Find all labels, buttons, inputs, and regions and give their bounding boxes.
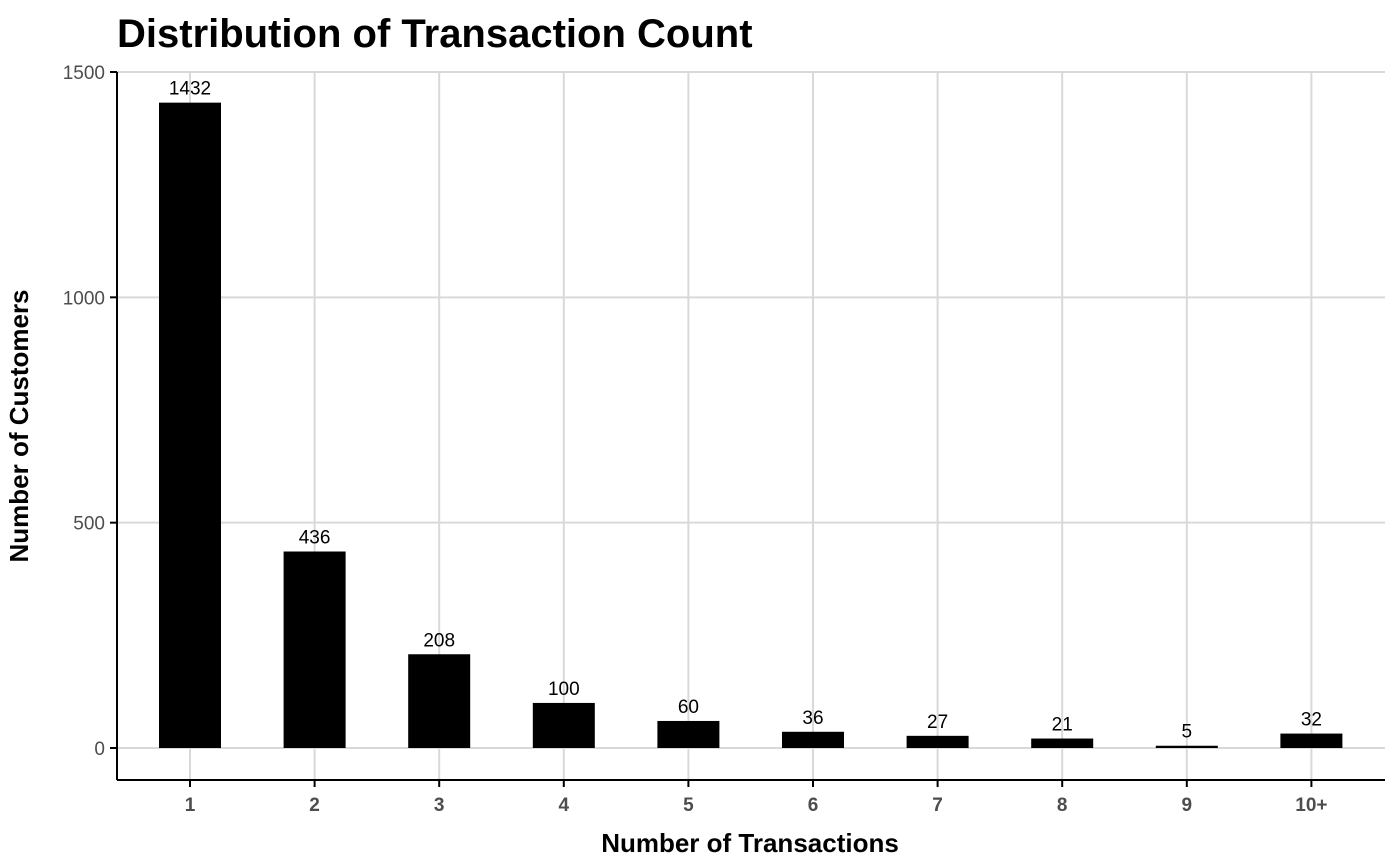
data-label-7: 27 — [927, 712, 948, 733]
chart-title: Distribution of Transaction Count — [117, 12, 753, 56]
x-tick-label-2: 2 — [309, 795, 320, 816]
y-axis-title: Number of Customers — [4, 289, 34, 562]
bar-3 — [408, 654, 471, 748]
x-tick-label-7: 7 — [932, 795, 943, 816]
data-label-8: 21 — [1052, 715, 1073, 736]
bar-1 — [159, 102, 221, 749]
y-tick-label-500: 500 — [73, 514, 105, 535]
bar-10+ — [1280, 733, 1343, 748]
x-tick-label-3: 3 — [434, 795, 445, 816]
x-tick-label-9: 9 — [1182, 795, 1193, 816]
bar-5 — [657, 720, 720, 748]
bar-6 — [782, 731, 844, 748]
x-tick-label-8: 8 — [1057, 795, 1068, 816]
data-labels: 1432 436 208 100 60 36 27 21 5 32 — [169, 79, 1322, 743]
y-axis-ticks: 0 500 1000 1500 — [63, 63, 117, 760]
y-tick-label-1500: 1500 — [63, 63, 105, 84]
y-tick-label-1000: 1000 — [63, 288, 105, 309]
x-tick-label-10+: 10+ — [1295, 795, 1327, 816]
bar-2 — [283, 551, 346, 748]
data-label-9: 5 — [1182, 722, 1193, 743]
axes — [116, 72, 1385, 781]
x-tick-label-5: 5 — [683, 795, 694, 816]
x-axis-ticks: 1 2 3 4 5 6 7 8 9 10+ — [185, 780, 1328, 816]
grid-lines — [117, 71, 1385, 780]
bar-4 — [532, 702, 595, 748]
x-tick-label-6: 6 — [808, 795, 819, 816]
bar-9 — [1155, 745, 1218, 748]
data-label-6: 36 — [802, 708, 823, 729]
bar-7 — [906, 735, 969, 748]
bar-8 — [1031, 738, 1094, 748]
data-label-5: 60 — [678, 697, 699, 718]
data-label-1: 1432 — [169, 79, 211, 100]
bars — [159, 102, 1343, 749]
data-label-4: 100 — [548, 679, 580, 700]
y-tick-label-0: 0 — [94, 739, 105, 760]
x-tick-label-1: 1 — [185, 795, 196, 816]
data-label-10+: 32 — [1301, 710, 1322, 731]
data-label-2: 436 — [299, 528, 331, 549]
data-label-3: 208 — [423, 630, 455, 651]
x-axis-title: Number of Transactions — [601, 828, 899, 858]
x-tick-label-4: 4 — [559, 795, 570, 816]
